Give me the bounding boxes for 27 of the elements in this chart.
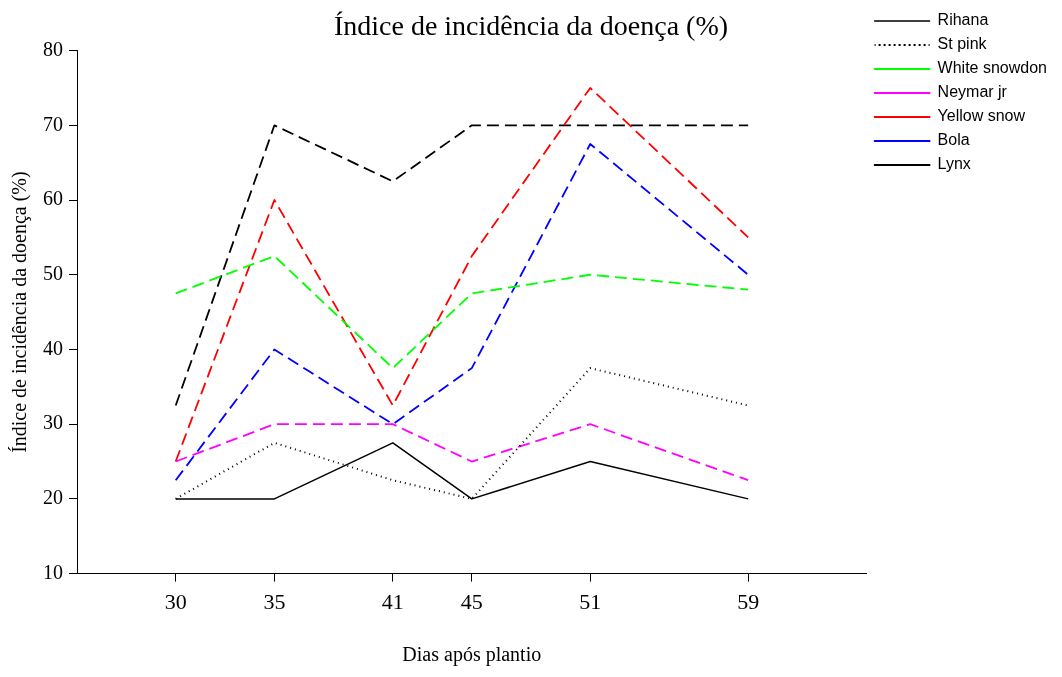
legend-label: Lynx [937, 155, 971, 173]
chart-title: Índice de incidência da doença (%) [333, 10, 729, 42]
legend-label: Neymar jr [937, 83, 1008, 101]
x-tick-label: 35 [263, 588, 286, 614]
legend-label: Yellow snow [937, 107, 1026, 125]
y-axis-title: Índice de incidência da doença (%) [8, 171, 32, 453]
x-tick-label: 45 [460, 588, 483, 614]
x-axis-title: Dias após plantio [402, 643, 542, 667]
x-tick-label: 59 [737, 588, 760, 614]
y-tick-label: 20 [43, 486, 63, 509]
y-tick-label: 60 [43, 187, 63, 210]
line-series [174, 255, 750, 370]
y-tick-label: 10 [43, 560, 63, 583]
legend-label: White snowdon [937, 59, 1047, 77]
y-tick-label: 70 [43, 112, 63, 135]
y-tick-label: 30 [43, 411, 63, 434]
x-tick-label: 41 [381, 588, 404, 614]
y-tick-label: 50 [43, 261, 63, 284]
legend-label: Bola [937, 131, 970, 149]
line-series [174, 87, 750, 463]
y-tick-label: 40 [43, 336, 63, 359]
x-tick-label: 30 [164, 588, 187, 614]
legend-label: Rihana [937, 11, 989, 29]
x-tick-label: 51 [579, 588, 602, 614]
legend-label: St pink [937, 35, 988, 53]
y-tick-label: 80 [43, 37, 63, 60]
line-series [174, 143, 750, 482]
